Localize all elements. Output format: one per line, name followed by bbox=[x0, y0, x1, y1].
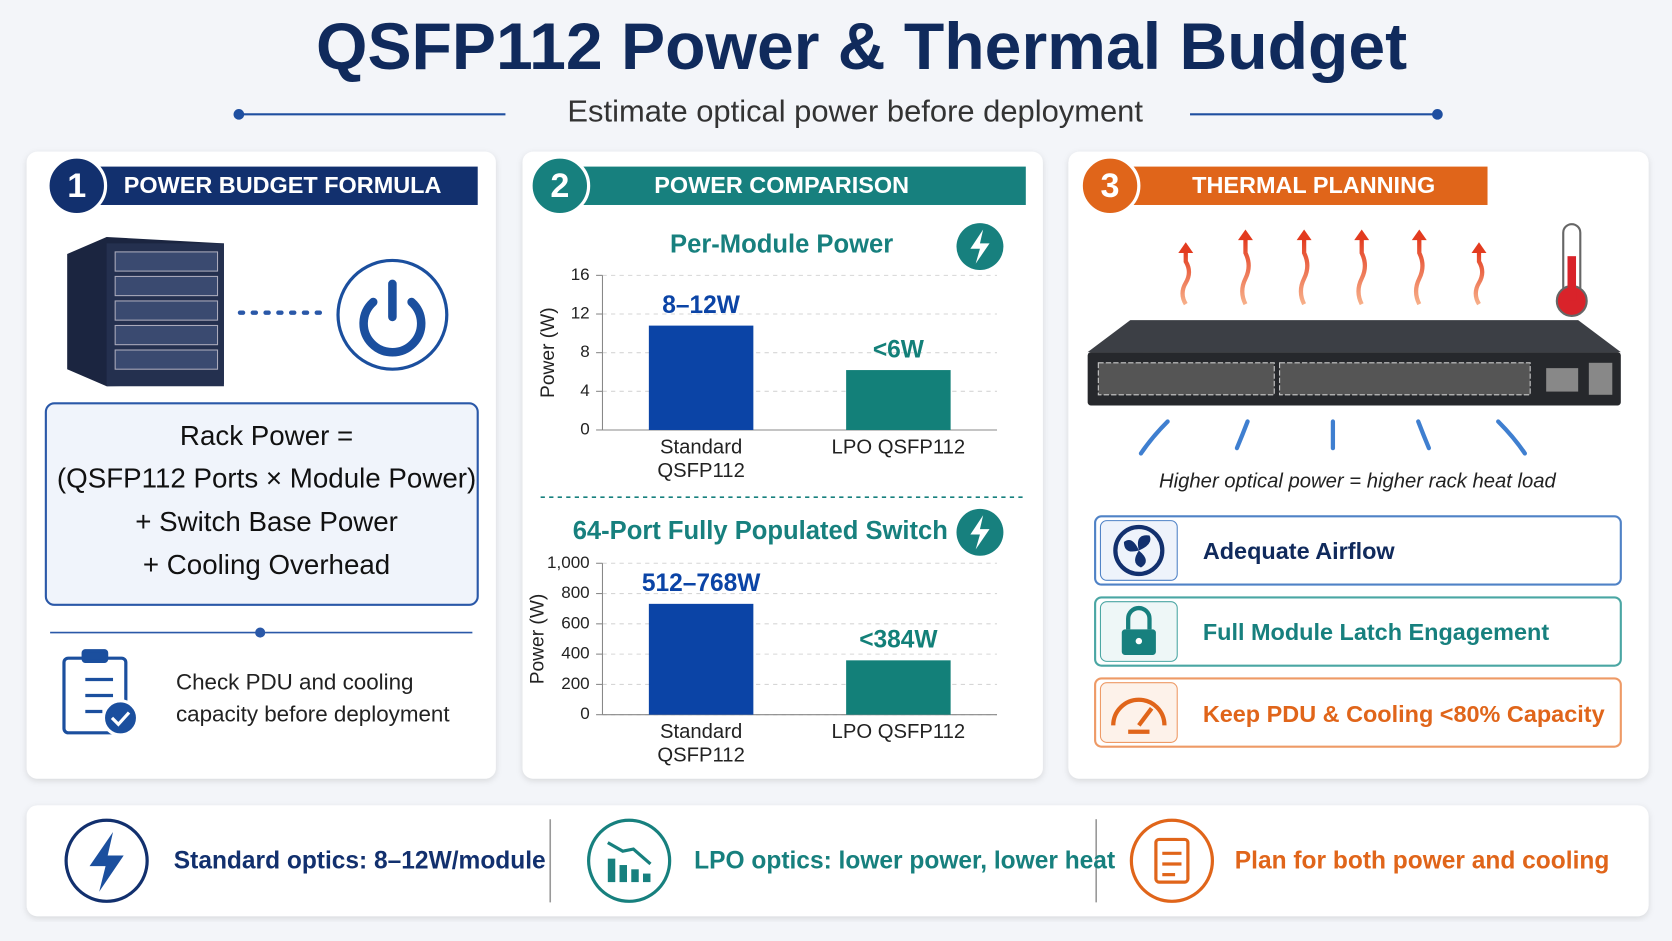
x-tick-label-box: LPO QSFP112 bbox=[831, 721, 966, 744]
chart-title: Per-Module Power bbox=[670, 230, 893, 258]
server-rack-icon bbox=[67, 236, 224, 387]
footer-lightning-icon bbox=[64, 818, 149, 903]
chart-title: 64-Port Fully Populated Switch bbox=[573, 517, 948, 545]
x-tick-label-box: LPO QSFP112 bbox=[831, 436, 966, 459]
bar-annotation: <384W bbox=[859, 627, 938, 654]
banner-badge bbox=[46, 155, 108, 217]
panel-number: 1 bbox=[67, 167, 86, 205]
banner bbox=[1126, 166, 1488, 205]
caption: Higher optical power = higher rack heat … bbox=[1159, 471, 1557, 493]
power-icon bbox=[336, 258, 449, 371]
item-box bbox=[1094, 596, 1622, 667]
y-tick-label: 4 bbox=[580, 381, 589, 400]
x-tick-label: LPO QSFP112 bbox=[831, 436, 966, 459]
bar bbox=[846, 370, 951, 430]
heat-arrowheads bbox=[1178, 229, 1487, 253]
switch-icon bbox=[1087, 320, 1621, 406]
panel-title: THERMAL PLANNING bbox=[1192, 172, 1435, 198]
footer-text: LPO optics: lower power, lower heat bbox=[694, 847, 1115, 874]
item-label: Adequate Airflow bbox=[1203, 538, 1396, 564]
airflow-arrows bbox=[1138, 419, 1527, 456]
item-label: Full Module Latch Engagement bbox=[1203, 619, 1550, 645]
divider bbox=[50, 627, 473, 638]
lightning-icon bbox=[956, 508, 1004, 556]
footer-bar bbox=[26, 805, 1649, 917]
formula-line: + Switch Base Power bbox=[135, 506, 398, 537]
footer-text: Plan for both power and cooling bbox=[1235, 847, 1610, 874]
y-tick-label: 8 bbox=[580, 342, 589, 361]
bar bbox=[846, 660, 951, 715]
y-tick-label: 16 bbox=[571, 265, 590, 284]
formula-box bbox=[44, 402, 479, 606]
banner bbox=[575, 166, 1026, 205]
formula-line: Rack Power = bbox=[180, 420, 353, 451]
note-line: capacity before deployment bbox=[176, 702, 450, 727]
item-box bbox=[1094, 677, 1622, 748]
y-axis-label: Power (W) bbox=[538, 307, 559, 398]
panel-title: POWER BUDGET FORMULA bbox=[124, 172, 442, 198]
note-line: Check PDU and cooling bbox=[176, 670, 414, 695]
footer-plan-icon bbox=[1129, 818, 1215, 903]
item-icon-box bbox=[1099, 682, 1178, 743]
item-label: Keep PDU & Cooling <80% Capacity bbox=[1203, 701, 1605, 727]
y-tick-label: 200 bbox=[561, 674, 589, 693]
panel-number: 2 bbox=[550, 167, 569, 205]
checklist-icon bbox=[62, 649, 140, 737]
y-tick-label: 600 bbox=[561, 613, 589, 632]
footer-text: Standard optics: 8–12W/module bbox=[174, 847, 546, 874]
item-box bbox=[1094, 515, 1622, 586]
bar-annotation: 8–12W bbox=[662, 292, 741, 319]
formula-line: (QSFP112 Ports × Module Power) bbox=[57, 462, 476, 493]
subtitle-rule bbox=[233, 109, 1443, 120]
banner-badge bbox=[1079, 155, 1141, 217]
banner-badge bbox=[529, 155, 591, 217]
x-tick-label: LPO QSFP112 bbox=[831, 721, 966, 744]
lock-icon bbox=[1121, 606, 1156, 655]
banner bbox=[90, 166, 478, 205]
footer-chart-icon bbox=[587, 818, 672, 903]
y-tick-label: 0 bbox=[580, 704, 589, 723]
panel-number: 3 bbox=[1101, 167, 1120, 205]
y-tick-label: 400 bbox=[561, 644, 589, 663]
x-tick-label-box: Standard QSFP112 bbox=[657, 721, 745, 767]
formula-line: + Cooling Overhead bbox=[143, 549, 390, 580]
gauge-icon bbox=[1111, 697, 1167, 734]
y-tick-label: 0 bbox=[580, 419, 589, 438]
y-tick-label: 800 bbox=[561, 583, 589, 602]
y-tick-label: 1,000 bbox=[547, 553, 590, 572]
x-tick-label: Standard QSFP112 bbox=[657, 436, 745, 483]
subtitle: Estimate optical power before deployment bbox=[567, 93, 1143, 128]
bar-annotation: 512–768W bbox=[642, 570, 761, 597]
panel-title: POWER COMPARISON bbox=[654, 172, 909, 198]
fan-icon bbox=[1113, 524, 1165, 577]
y-axis-label: Power (W) bbox=[528, 594, 549, 685]
y-tick-label: 12 bbox=[571, 304, 590, 323]
x-tick-label-box: Standard QSFP112 bbox=[657, 436, 745, 483]
heat-arrows bbox=[1180, 238, 1485, 306]
page-title: QSFP112 Power & Thermal Budget bbox=[316, 10, 1407, 84]
bar bbox=[648, 603, 754, 715]
bar bbox=[648, 325, 754, 430]
x-tick-label: Standard QSFP112 bbox=[657, 721, 745, 767]
bar-annotation: <6W bbox=[873, 336, 925, 363]
thermometer-icon bbox=[1555, 223, 1588, 317]
lightning-icon bbox=[956, 223, 1004, 271]
